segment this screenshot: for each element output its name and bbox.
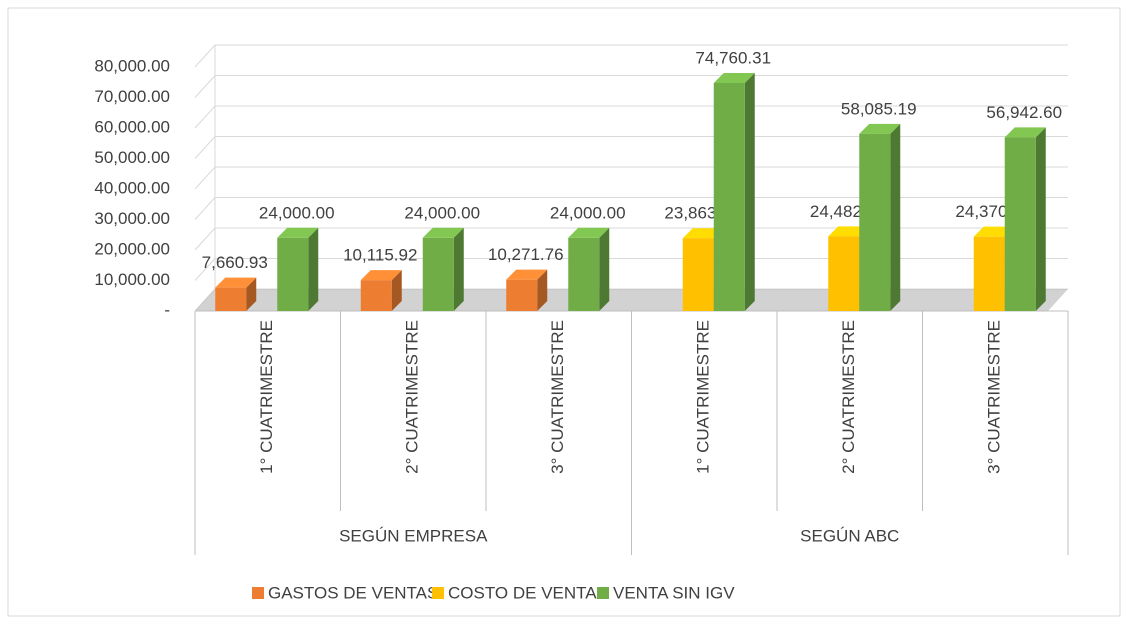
legend-label: COSTO DE VENTAS xyxy=(448,583,608,602)
y-tick-label: 70,000.00 xyxy=(94,87,170,106)
y-tick-label: 10,000.00 xyxy=(94,270,170,289)
bar-top xyxy=(506,269,548,280)
bar xyxy=(422,237,454,311)
y-tick-label: 50,000.00 xyxy=(94,148,170,167)
bar xyxy=(973,236,1005,311)
bar-top xyxy=(859,123,901,134)
y-tick-label: - xyxy=(164,300,170,319)
bar-side xyxy=(308,227,319,311)
x-tick-label: 2° CUATRIMESTRE xyxy=(839,320,858,474)
value-label: 7,660.93 xyxy=(202,253,268,272)
bar xyxy=(506,279,538,311)
bar-top xyxy=(422,227,464,238)
y-tick-label: 80,000.00 xyxy=(94,56,170,75)
y-tick-label: 40,000.00 xyxy=(94,178,170,197)
value-label: 56,942.60 xyxy=(986,103,1062,122)
bar-side xyxy=(537,269,548,311)
value-label: 24,000.00 xyxy=(259,203,335,222)
bar-side xyxy=(453,227,464,311)
chart-frame xyxy=(7,7,1121,617)
bar xyxy=(828,236,860,311)
value-label: 10,271.76 xyxy=(488,245,564,264)
x-tick-label: 3° CUATRIMESTRE xyxy=(548,320,567,474)
bar-side xyxy=(890,123,901,311)
bar xyxy=(682,238,714,311)
legend-swatch xyxy=(252,587,264,599)
value-label: 10,115.92 xyxy=(343,246,417,265)
bar-side xyxy=(1035,127,1046,311)
bar xyxy=(713,82,745,312)
x-tick-label: 1° CUATRIMESTRE xyxy=(257,320,276,474)
floor xyxy=(195,289,1068,311)
bar xyxy=(568,237,600,311)
value-label: 24,000.00 xyxy=(550,203,626,222)
bar-top xyxy=(277,227,319,238)
bar xyxy=(360,280,392,311)
bar-side xyxy=(744,72,755,312)
bar-top xyxy=(568,227,610,238)
bar xyxy=(859,133,891,311)
bar-top xyxy=(973,226,1015,237)
y-tick-label: 20,000.00 xyxy=(94,239,170,258)
group-label: SEGÚN EMPRESA xyxy=(339,526,488,545)
bar-top xyxy=(215,277,257,288)
y-tick-label: 60,000.00 xyxy=(94,117,170,136)
x-tick-label: 1° CUATRIMESTRE xyxy=(694,320,713,474)
legend-label: VENTA SIN IGV xyxy=(613,583,735,602)
value-label: 24,000.00 xyxy=(404,203,480,222)
bar xyxy=(1004,137,1036,311)
group-label: SEGÚN ABC xyxy=(800,526,899,545)
x-tick-label: 2° CUATRIMESTRE xyxy=(403,320,422,474)
bar-side xyxy=(391,270,402,311)
bar xyxy=(215,287,247,311)
legend-swatch xyxy=(432,587,444,599)
y-tick-label: 30,000.00 xyxy=(94,209,170,228)
bar-side xyxy=(246,277,257,311)
bar-top xyxy=(682,228,724,239)
value-label: 74,760.31 xyxy=(695,48,771,67)
bar-top xyxy=(1004,127,1046,138)
bar-top xyxy=(713,72,755,83)
legend-swatch xyxy=(597,587,609,599)
legend-label: GASTOS DE VENTAS xyxy=(268,583,438,602)
value-label: 58,085.19 xyxy=(841,99,917,118)
bar-top xyxy=(360,270,402,281)
x-tick-label: 3° CUATRIMESTRE xyxy=(985,320,1004,474)
bar-top xyxy=(828,226,870,237)
bar-side xyxy=(599,227,610,311)
bar xyxy=(277,237,309,311)
